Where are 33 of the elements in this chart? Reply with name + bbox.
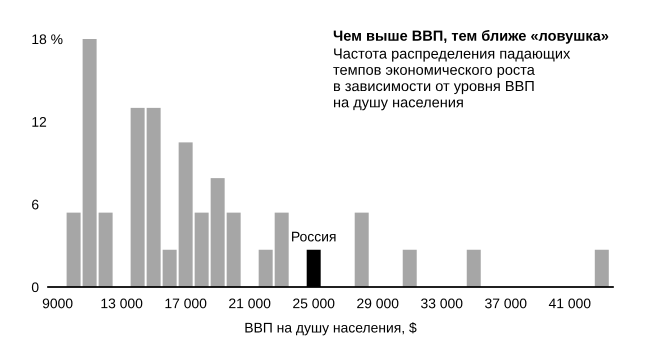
x-tick-label: 13 000 (101, 298, 142, 308)
bar (594, 250, 609, 287)
bar (130, 108, 145, 287)
x-tick-label: 29 000 (357, 298, 398, 308)
x-axis-title: ВВП на душу населения, $ (245, 322, 416, 336)
x-tick-label: 9000 (42, 298, 73, 308)
x-tick-label: 33 000 (421, 298, 462, 308)
y-tick-label: 0 (32, 282, 39, 292)
y-tick-label: 6 (32, 200, 38, 210)
annotation: Россия (292, 232, 336, 242)
x-tick-label: 37 000 (485, 298, 526, 308)
bar (194, 212, 209, 287)
bar (274, 212, 289, 287)
bar (66, 212, 81, 287)
bar (146, 108, 161, 287)
bar (178, 142, 193, 287)
bar (466, 250, 481, 287)
x-tick-label: 17 000 (165, 298, 206, 308)
y-tick-label: 12 (32, 117, 46, 127)
x-tick-label: 41 000 (548, 298, 590, 308)
bar (98, 212, 113, 287)
bar (210, 178, 225, 287)
chart-title: Чем выше ВВП, тем ближе «ловушка» (334, 30, 608, 44)
bar (402, 250, 417, 287)
bar (162, 250, 177, 287)
bar (258, 250, 273, 287)
text: Частота распределения падающих темпов экономического роста в зависимости от уровня ВВП на душу населения (333, 48, 570, 110)
x-tick-label: 25 000 (293, 298, 334, 308)
y-tick-label: 18 % (32, 34, 62, 44)
bar (226, 212, 241, 287)
x-tick-label: 21 000 (229, 298, 270, 308)
bar (354, 212, 369, 287)
bar (82, 39, 97, 287)
